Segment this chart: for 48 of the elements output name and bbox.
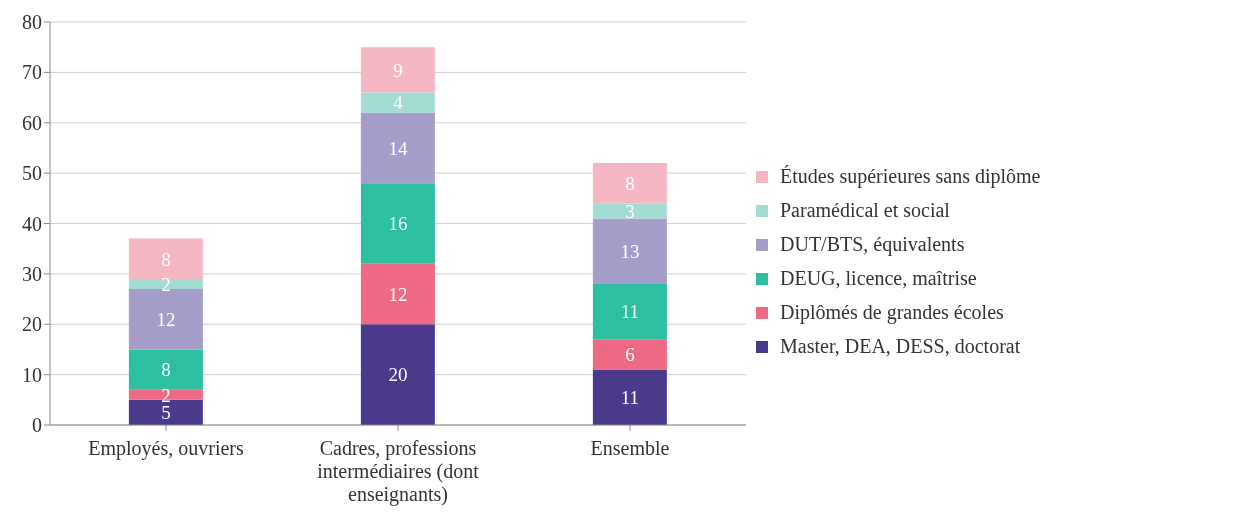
bar <box>592 163 667 204</box>
bar <box>592 369 667 425</box>
data-label: 9 <box>393 59 403 81</box>
data-label: 20 <box>388 364 408 386</box>
data-label: 12 <box>156 308 176 330</box>
y-tick-label: 10 <box>22 363 42 386</box>
y-tick-label: 50 <box>22 162 42 185</box>
data-label: 11 <box>620 387 640 409</box>
data-label: 8 <box>161 359 171 381</box>
legend-label: Études supérieures sans diplôme <box>780 165 1041 188</box>
bar <box>360 92 435 113</box>
x-tick-label: Ensemble <box>590 437 670 459</box>
data-label: 8 <box>625 172 635 194</box>
legend-label: Paramédical et social <box>780 199 950 222</box>
x-tick-label: Employés, ouvriers <box>88 437 244 460</box>
bar <box>128 349 203 390</box>
legend-label: Diplômés de grandes écoles <box>780 301 1004 324</box>
data-label: 16 <box>388 213 408 235</box>
y-tick-label: 0 <box>32 414 42 437</box>
y-tick-label: 30 <box>22 262 42 285</box>
bar <box>360 112 435 184</box>
data-label: 13 <box>620 240 640 262</box>
data-label: 6 <box>625 344 635 366</box>
legend-label: Master, DEA, DESS, doctorat <box>780 335 1021 358</box>
bar <box>360 263 435 325</box>
legend-label: DUT/BTS, équivalents <box>780 233 965 256</box>
data-label: 8 <box>161 248 171 270</box>
data-label: 3 <box>625 200 635 222</box>
bar <box>360 183 435 264</box>
data-label: 12 <box>388 283 408 305</box>
bar <box>360 47 435 93</box>
bar <box>128 238 203 279</box>
y-tick-label: 70 <box>22 61 42 84</box>
data-label: 5 <box>161 402 171 424</box>
bar <box>592 283 667 340</box>
y-tick-label: 40 <box>22 212 42 235</box>
data-label: 14 <box>388 137 408 159</box>
y-tick-label: 60 <box>22 111 42 134</box>
bar <box>360 324 435 425</box>
y-tick-label: 80 <box>22 11 42 34</box>
y-tick-label: 20 <box>22 313 42 336</box>
legend-label: DEUG, licence, maîtrise <box>780 267 977 290</box>
bar <box>592 203 667 219</box>
data-label: 11 <box>620 301 640 323</box>
bar <box>592 339 667 370</box>
bar <box>592 218 667 284</box>
x-tick-label: Cadres, professions intermédiaires (dont enseignants) <box>317 437 480 506</box>
data-label: 4 <box>393 92 404 114</box>
